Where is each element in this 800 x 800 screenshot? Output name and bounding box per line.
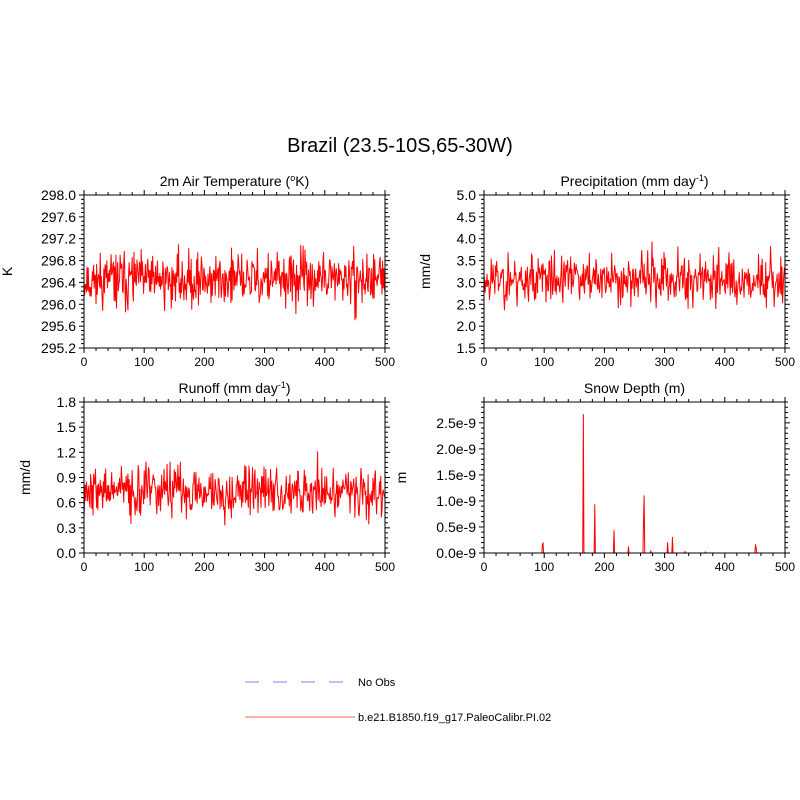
legend-label-no-obs: No Obs <box>358 677 396 689</box>
y-tick-label: 2.0e-9 <box>436 441 476 457</box>
x-tick-label: 500 <box>375 560 395 574</box>
y-tick-label: 3.5 <box>457 253 477 269</box>
x-tick-label: 300 <box>655 560 675 574</box>
chart-title: 2m Air Temperature (oK) <box>160 173 309 189</box>
y-tick-label: 298.0 <box>41 187 76 203</box>
x-tick-label: 400 <box>715 560 735 574</box>
x-tick-label: 500 <box>775 560 795 574</box>
x-tick-label: 0 <box>81 560 88 574</box>
x-tick-label: 500 <box>375 355 395 369</box>
y-tick-label: 0.0e-9 <box>436 545 476 561</box>
y-tick-label: 0.9 <box>57 470 77 486</box>
x-tick-label: 300 <box>255 355 275 369</box>
plot-frame <box>83 194 386 349</box>
chart-panel-1: 0 100 200 300 400 500 295.2 295.6 296.0 296.4 296.… <box>0 173 395 369</box>
y-tick-label: 2.5 <box>457 296 477 312</box>
series-line-3-1 <box>83 451 386 526</box>
x-tick-label: 400 <box>315 355 335 369</box>
y-tick-label: 0.5e-9 <box>436 519 476 535</box>
y-tick-label: 1.0e-9 <box>436 493 476 509</box>
x-tick-label: 0 <box>481 355 488 369</box>
plot-frame <box>483 401 786 554</box>
chart-panel-4: 0 100 200 300 400 500 0.0e-9 0.5e-9 1.0e-9 1.5e-9… <box>393 380 795 574</box>
y-tick-label: 1.5e-9 <box>436 467 476 483</box>
y-tick-label: 0.6 <box>57 495 77 511</box>
y-axis-label: m <box>393 472 409 484</box>
x-tick-label: 100 <box>534 355 554 369</box>
x-tick-label: 300 <box>655 355 675 369</box>
y-tick-label: 2.0 <box>457 318 477 334</box>
plot-frame <box>483 194 786 349</box>
x-tick-label: 0 <box>481 560 488 574</box>
y-axis-label: K <box>0 266 15 276</box>
y-tick-label: 295.6 <box>41 318 76 334</box>
series-line-4-1 <box>484 414 785 554</box>
x-tick-label: 100 <box>534 560 554 574</box>
y-tick-label: 2.5e-9 <box>436 415 476 431</box>
legend-label-model: b.e21.B1850.f19_g17.PaleoCalibr.PI.02 <box>358 712 551 724</box>
chart-panel-2: 0 100 200 300 400 500 1.5 2.0 2.5 3.0 3.5 4.0 4.5 5.0… <box>417 173 795 369</box>
x-tick-label: 300 <box>255 560 275 574</box>
x-tick-label: 200 <box>594 355 614 369</box>
y-tick-label: 297.2 <box>41 231 76 247</box>
chart-title: Snow Depth (m) <box>584 380 685 396</box>
x-tick-label: 200 <box>594 560 614 574</box>
chart-title: Precipitation (mm day-1) <box>560 173 708 189</box>
y-axis-label: mm/d <box>417 254 433 289</box>
chart-panel-3: 0 100 200 300 400 500 0.0 0.3 0.6 0.9 1.2 1.5 1.8 Run… <box>17 380 395 574</box>
y-tick-label: 296.4 <box>41 274 76 290</box>
chart-title: Runoff (mm day-1) <box>178 380 290 396</box>
series-line-2-1 <box>483 241 786 311</box>
x-tick-label: 400 <box>315 560 335 574</box>
figure-title: Brazil (23.5-10S,65-30W) <box>287 135 513 157</box>
y-tick-label: 1.2 <box>57 444 77 460</box>
y-tick-label: 5.0 <box>457 187 477 203</box>
y-tick-label: 0.0 <box>57 545 77 561</box>
x-tick-label: 500 <box>775 355 795 369</box>
series-line-1-1 <box>83 244 386 321</box>
y-axis-label: mm/d <box>17 460 33 495</box>
y-tick-label: 0.3 <box>57 520 77 536</box>
x-tick-label: 100 <box>134 355 154 369</box>
x-tick-label: 100 <box>134 560 154 574</box>
y-tick-label: 1.8 <box>57 394 77 410</box>
x-tick-label: 0 <box>81 355 88 369</box>
plot-frame <box>83 401 386 554</box>
legend: No Obs b.e21.B1850.f19_g17.PaleoCalibr.P… <box>245 677 551 724</box>
y-tick-label: 1.5 <box>457 340 477 356</box>
x-tick-label: 400 <box>715 355 735 369</box>
y-tick-label: 4.5 <box>457 209 477 225</box>
y-tick-label: 296.8 <box>41 253 76 269</box>
x-tick-label: 200 <box>194 355 214 369</box>
y-tick-label: 297.6 <box>41 209 76 225</box>
y-tick-label: 4.0 <box>457 231 477 247</box>
y-tick-label: 1.5 <box>57 419 77 435</box>
x-tick-label: 200 <box>194 560 214 574</box>
y-tick-label: 3.0 <box>457 274 477 290</box>
y-tick-label: 296.0 <box>41 296 76 312</box>
y-tick-label: 295.2 <box>41 340 76 356</box>
